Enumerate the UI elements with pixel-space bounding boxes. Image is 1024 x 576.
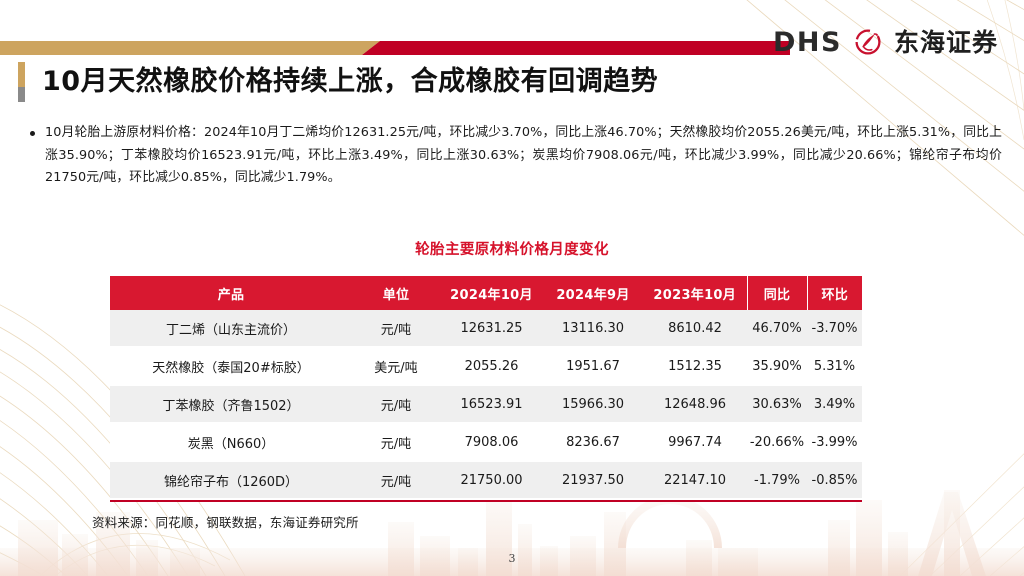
cell-unit: 元/吨 <box>352 310 440 348</box>
cell-product: 天然橡胶（泰国20#标胶） <box>110 347 352 386</box>
source-note: 资料来源：同花顺，钢联数据，东海证券研究所 <box>92 515 359 530</box>
header-accent-band <box>0 41 1024 55</box>
cell-2024-10: 16523.91 <box>440 385 543 424</box>
title-accent-bar <box>18 62 25 102</box>
cell-mom: -0.85% <box>807 461 862 500</box>
cell-unit: 元/吨 <box>352 385 440 424</box>
col-header-unit: 单位 <box>352 276 440 310</box>
logo-latin-text: DHS <box>773 26 842 58</box>
bullet-paragraph-block: 10月轮胎上游原材料价格：2024年10月丁二烯均价12631.25元/吨，环比… <box>30 122 1002 190</box>
table-header-row: 产品 单位 2024年10月 2024年9月 2023年10月 同比 环比 <box>110 276 862 310</box>
cell-unit: 美元/吨 <box>352 347 440 386</box>
cell-mom: 3.49% <box>807 385 862 424</box>
table-row: 丁二烯（山东主流价） 元/吨 12631.25 13116.30 8610.42… <box>110 310 862 348</box>
cell-yoy: -20.66% <box>747 423 807 462</box>
table-row: 炭黑（N660） 元/吨 7908.06 8236.67 9967.74 -20… <box>110 423 862 462</box>
cell-2024-10: 7908.06 <box>440 423 543 462</box>
cell-2024-09: 13116.30 <box>543 310 643 348</box>
cell-2023-10: 8610.42 <box>643 310 747 348</box>
cell-2024-09: 21937.50 <box>543 461 643 500</box>
col-header-2024-10: 2024年10月 <box>440 276 543 310</box>
cell-unit: 元/吨 <box>352 423 440 462</box>
cell-2024-09: 15966.30 <box>543 385 643 424</box>
page-title: 10月天然橡胶价格持续上涨，合成橡胶有回调趋势 <box>18 62 658 102</box>
table-caption: 轮胎主要原材料价格月度变化 <box>415 242 609 258</box>
cell-product: 丁苯橡胶（齐鲁1502） <box>110 385 352 424</box>
table-row: 锦纶帘子布（1260D） 元/吨 21750.00 21937.50 22147… <box>110 461 862 500</box>
col-header-2023-10: 2023年10月 <box>643 276 747 310</box>
cell-mom: -3.99% <box>807 423 862 462</box>
table-row: 天然橡胶（泰国20#标胶） 美元/吨 2055.26 1951.67 1512.… <box>110 347 862 386</box>
dhs-red-seal-emblem-icon <box>849 23 887 61</box>
cell-2023-10: 9967.74 <box>643 423 747 462</box>
cell-mom: 5.31% <box>807 347 862 386</box>
cell-unit: 元/吨 <box>352 461 440 500</box>
page-number: 3 <box>508 552 516 565</box>
bullet-dot-icon <box>30 131 35 136</box>
col-header-yoy: 同比 <box>746 276 807 310</box>
cell-2023-10: 1512.35 <box>643 347 747 386</box>
cell-product: 丁二烯（山东主流价） <box>110 310 352 348</box>
company-logo: DHS 东海证券 <box>773 22 998 62</box>
data-table-wrapper: 产品 单位 2024年10月 2024年9月 2023年10月 同比 环比 丁二… <box>110 276 862 502</box>
cell-2024-09: 8236.67 <box>543 423 643 462</box>
cell-product: 炭黑（N660） <box>110 423 352 462</box>
cell-2023-10: 22147.10 <box>643 461 747 500</box>
bullet-paragraph-text: 10月轮胎上游原材料价格：2024年10月丁二烯均价12631.25元/吨，环比… <box>45 125 1002 185</box>
cell-yoy: -1.79% <box>747 461 807 500</box>
cell-yoy: 30.63% <box>747 385 807 424</box>
col-header-product: 产品 <box>110 276 352 310</box>
col-header-2024-09: 2024年9月 <box>543 276 643 310</box>
cell-mom: -3.70% <box>807 310 862 348</box>
cell-yoy: 35.90% <box>747 347 807 386</box>
cell-2024-10: 12631.25 <box>440 310 543 348</box>
cell-yoy: 46.70% <box>747 310 807 348</box>
page-title-text: 10月天然橡胶价格持续上涨，合成橡胶有回调趋势 <box>42 66 659 97</box>
table-row: 丁苯橡胶（齐鲁1502） 元/吨 16523.91 15966.30 12648… <box>110 385 862 424</box>
raw-material-price-table: 产品 单位 2024年10月 2024年9月 2023年10月 同比 环比 丁二… <box>110 276 862 500</box>
cell-2023-10: 12648.96 <box>643 385 747 424</box>
cell-2024-10: 21750.00 <box>440 461 543 500</box>
table-body: 丁二烯（山东主流价） 元/吨 12631.25 13116.30 8610.42… <box>110 310 862 500</box>
logo-chinese-text: 东海证券 <box>893 27 998 57</box>
table-header: 产品 单位 2024年10月 2024年9月 2023年10月 同比 环比 <box>110 276 862 310</box>
cell-2024-09: 1951.67 <box>543 347 643 386</box>
cell-2024-10: 2055.26 <box>440 347 543 386</box>
col-header-mom: 环比 <box>806 276 862 310</box>
cell-product: 锦纶帘子布（1260D） <box>110 461 352 500</box>
